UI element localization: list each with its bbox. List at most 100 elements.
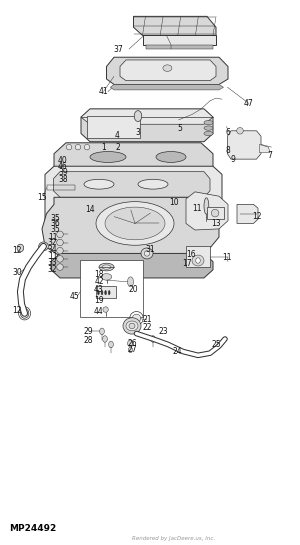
Ellipse shape	[109, 341, 113, 348]
Text: Rendered by JacDeere.us, Inc.: Rendered by JacDeere.us, Inc.	[132, 536, 216, 541]
Ellipse shape	[128, 347, 133, 353]
Text: 38: 38	[58, 175, 68, 184]
Ellipse shape	[98, 290, 99, 295]
Polygon shape	[186, 192, 228, 230]
Text: 39: 39	[58, 168, 68, 177]
Ellipse shape	[90, 152, 126, 162]
Text: 11: 11	[222, 253, 231, 262]
Text: 15: 15	[37, 193, 47, 202]
Text: 4: 4	[115, 131, 119, 140]
Polygon shape	[81, 109, 213, 142]
Text: 16: 16	[187, 250, 196, 259]
Text: 12: 12	[13, 306, 22, 315]
Text: 1: 1	[101, 143, 106, 152]
Text: 44: 44	[94, 307, 104, 316]
Ellipse shape	[204, 120, 213, 125]
Ellipse shape	[204, 131, 213, 136]
Polygon shape	[42, 197, 219, 256]
Ellipse shape	[126, 321, 138, 331]
Polygon shape	[142, 35, 216, 45]
Ellipse shape	[100, 328, 104, 335]
Text: 13: 13	[211, 219, 221, 228]
Ellipse shape	[101, 274, 112, 280]
Text: 45: 45	[70, 292, 79, 301]
Polygon shape	[45, 166, 222, 232]
Ellipse shape	[96, 202, 174, 245]
Text: 24: 24	[172, 347, 182, 356]
FancyBboxPatch shape	[186, 246, 210, 267]
Ellipse shape	[99, 263, 114, 271]
Ellipse shape	[141, 248, 153, 259]
FancyBboxPatch shape	[87, 116, 140, 138]
Text: 47: 47	[244, 99, 254, 108]
Ellipse shape	[204, 198, 209, 214]
Ellipse shape	[211, 209, 219, 217]
Text: 11: 11	[48, 233, 57, 241]
Text: 11: 11	[48, 252, 57, 261]
Ellipse shape	[57, 231, 63, 238]
Text: 32: 32	[48, 238, 57, 247]
Text: 10: 10	[169, 198, 179, 207]
FancyBboxPatch shape	[96, 286, 116, 298]
Ellipse shape	[108, 290, 110, 295]
Ellipse shape	[57, 247, 63, 254]
Ellipse shape	[123, 318, 141, 334]
Ellipse shape	[105, 290, 106, 295]
Ellipse shape	[84, 144, 90, 150]
Text: 25: 25	[211, 341, 221, 349]
Ellipse shape	[128, 277, 134, 287]
Polygon shape	[134, 16, 216, 35]
Polygon shape	[227, 131, 261, 159]
Ellipse shape	[84, 179, 114, 189]
Ellipse shape	[101, 290, 103, 295]
Text: 8: 8	[226, 147, 230, 155]
Text: 30: 30	[13, 268, 22, 277]
Text: 28: 28	[84, 336, 93, 344]
Ellipse shape	[105, 207, 165, 240]
Ellipse shape	[156, 152, 186, 162]
Polygon shape	[106, 57, 228, 84]
Text: 35: 35	[51, 214, 60, 222]
Text: 20: 20	[129, 286, 138, 294]
FancyBboxPatch shape	[80, 260, 142, 317]
Text: 18: 18	[94, 270, 104, 278]
Polygon shape	[81, 109, 213, 124]
FancyBboxPatch shape	[207, 207, 224, 219]
Ellipse shape	[102, 265, 111, 269]
Polygon shape	[54, 143, 213, 174]
Ellipse shape	[39, 242, 48, 251]
Text: 9: 9	[231, 155, 236, 164]
Text: 14: 14	[85, 205, 95, 214]
Text: 34: 34	[48, 245, 57, 253]
Text: 3: 3	[136, 129, 140, 137]
Polygon shape	[260, 144, 270, 153]
Ellipse shape	[132, 314, 141, 323]
Text: 36: 36	[51, 219, 60, 228]
Text: 37: 37	[114, 45, 123, 53]
Ellipse shape	[138, 179, 168, 189]
Text: 33: 33	[48, 258, 57, 267]
Ellipse shape	[144, 251, 150, 256]
Polygon shape	[120, 60, 216, 81]
Text: 22: 22	[142, 323, 152, 332]
Text: 23: 23	[159, 328, 168, 336]
Polygon shape	[110, 84, 224, 90]
Polygon shape	[237, 204, 258, 223]
Ellipse shape	[75, 144, 81, 150]
Text: 46: 46	[58, 162, 68, 171]
Text: 26: 26	[127, 339, 137, 348]
Ellipse shape	[192, 255, 204, 266]
Text: 5: 5	[178, 124, 182, 132]
Text: 12: 12	[252, 213, 261, 221]
Text: 17: 17	[183, 259, 192, 268]
Text: 12: 12	[13, 246, 22, 255]
Ellipse shape	[237, 128, 243, 134]
Text: 43: 43	[94, 286, 104, 294]
Ellipse shape	[163, 65, 172, 71]
Ellipse shape	[57, 239, 63, 246]
Text: 27: 27	[127, 346, 137, 354]
Text: 41: 41	[99, 87, 108, 96]
Ellipse shape	[17, 244, 24, 252]
Ellipse shape	[103, 307, 108, 312]
Ellipse shape	[204, 126, 213, 130]
